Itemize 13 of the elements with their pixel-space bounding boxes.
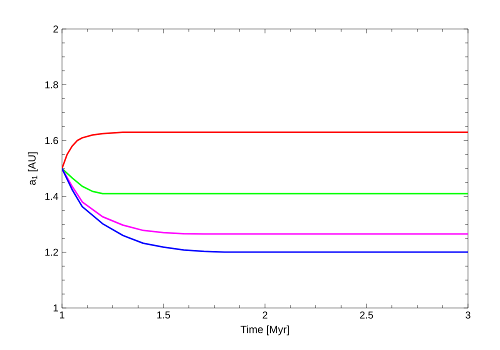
- x-tick-label: 1: [60, 312, 64, 318]
- y-tick-label: 2: [53, 26, 58, 32]
- x-tick-label: 1.5: [157, 312, 170, 318]
- y-tick-label: 1.4: [45, 192, 58, 200]
- y-tick-label: 1.2: [45, 248, 58, 256]
- y-axis-title: a$_{1}$ [AU]: [28, 152, 38, 185]
- x-tick-label: 2.5: [360, 312, 374, 319]
- y-tick-label: 1.8: [45, 81, 58, 88]
- y-tick-label: 1: [54, 304, 58, 312]
- x-axis-title: Time [Myr]: [240, 325, 289, 336]
- x-tick-label: 3: [466, 312, 470, 319]
- y-tick-label: 1.6: [45, 137, 58, 144]
- x-tick-label: 2: [262, 312, 268, 318]
